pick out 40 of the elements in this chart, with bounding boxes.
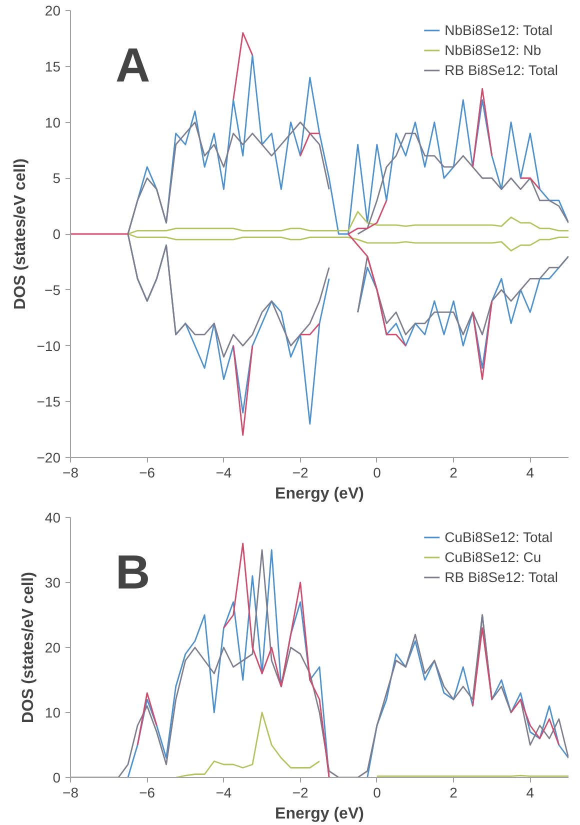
y-tick-label: −20 bbox=[36, 450, 61, 466]
y-axis-title: DOS (states/eV cell) bbox=[12, 158, 29, 310]
legend-label: NbBi8Se12: Total bbox=[444, 22, 553, 38]
annotation: B bbox=[116, 546, 150, 600]
x-tick-label: 2 bbox=[450, 784, 458, 800]
y-tick-label: 15 bbox=[44, 58, 61, 74]
y-tick-label: 0 bbox=[52, 770, 61, 786]
x-tick-label: −4 bbox=[216, 784, 232, 800]
y-tick-label: 10 bbox=[44, 704, 61, 720]
y-tick-label: 0 bbox=[52, 226, 61, 242]
y-tick-label: −15 bbox=[36, 394, 61, 410]
x-tick-label: 0 bbox=[373, 784, 382, 800]
x-axis-title: Energy (eV) bbox=[275, 486, 364, 502]
annotation: A bbox=[116, 40, 150, 92]
y-tick-label: −5 bbox=[44, 282, 61, 298]
y-tick-label: 20 bbox=[44, 640, 61, 656]
x-axis-title: Energy (eV) bbox=[275, 806, 364, 822]
x-tick-label: −4 bbox=[216, 464, 232, 480]
y-tick-label: 10 bbox=[44, 114, 61, 130]
y-tick-label: 5 bbox=[52, 170, 61, 186]
y-tick-label: 30 bbox=[44, 574, 61, 590]
x-tick-label: −2 bbox=[292, 464, 309, 480]
legend-label: CuBi8Se12: Total bbox=[444, 529, 553, 545]
y-tick-label: 40 bbox=[44, 510, 61, 526]
y-axis-title: DOS (states/eV cell) bbox=[20, 572, 37, 724]
legend-label: CuBi8Se12: Cu bbox=[444, 549, 542, 565]
x-tick-label: −8 bbox=[62, 464, 79, 480]
x-tick-label: 2 bbox=[450, 464, 458, 480]
x-tick-label: −2 bbox=[292, 784, 309, 800]
x-tick-label: 4 bbox=[526, 784, 534, 800]
x-tick-label: −6 bbox=[139, 784, 156, 800]
x-tick-label: 0 bbox=[373, 464, 382, 480]
legend-label: NbBi8Se12: Nb bbox=[444, 42, 542, 58]
x-tick-label: 4 bbox=[526, 464, 534, 480]
x-tick-label: −6 bbox=[139, 464, 156, 480]
y-tick-label: −10 bbox=[36, 338, 61, 354]
x-tick-label: −8 bbox=[62, 784, 79, 800]
y-tick-label: 20 bbox=[44, 2, 61, 18]
legend-label: RB Bi8Se12: Total bbox=[444, 62, 558, 78]
legend-label: RB Bi8Se12: Total bbox=[444, 569, 558, 585]
